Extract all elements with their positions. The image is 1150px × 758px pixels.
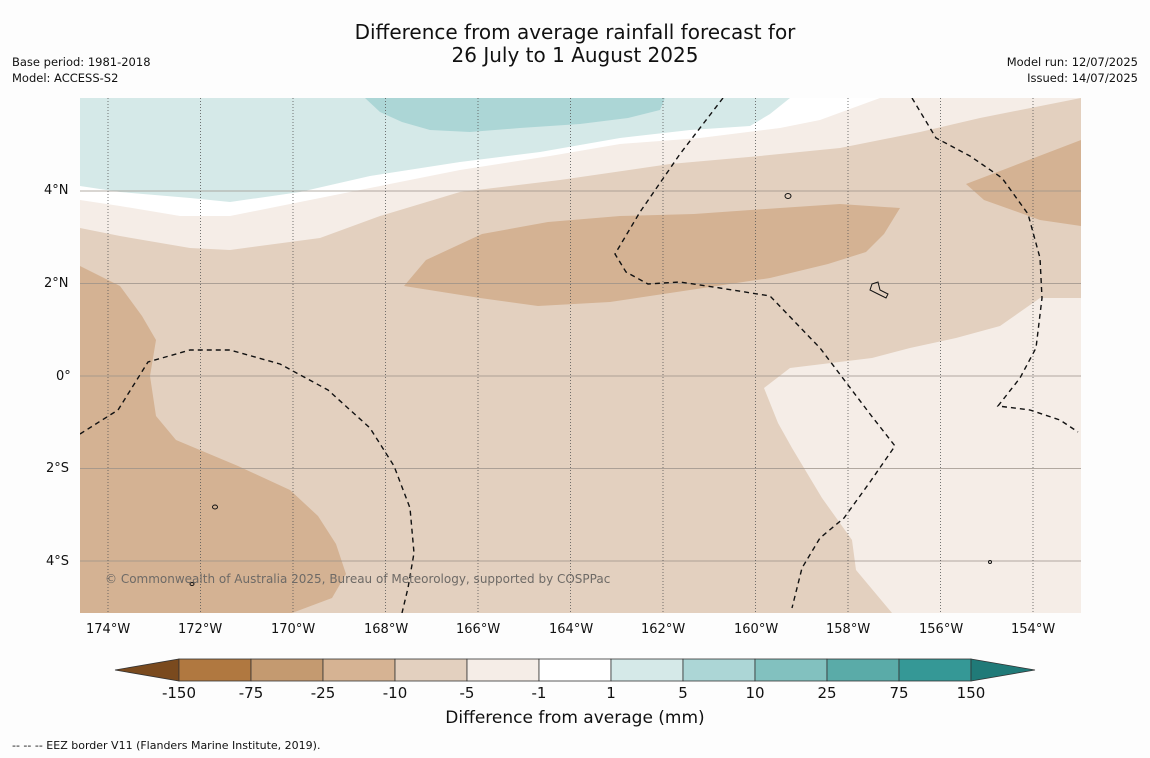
colorbar-tick-75: 75 [889,684,909,702]
colorbar-tick-minus150: -150 [161,684,197,702]
lon-label-166w: 166°W [456,622,501,637]
lon-label-160w: 160°W [734,622,779,637]
colorbar-segment [754,658,828,682]
colorbar-tick-10: 10 [745,684,765,702]
colorbar-extend-low [114,658,180,682]
lon-label-174w: 174°W [86,622,131,637]
lon-label-172w: 172°W [178,622,223,637]
map-title-line2: 26 July to 1 August 2025 [451,43,699,67]
colorbar-tick-minus5: -5 [459,684,475,702]
fill-minus25-ne [966,140,1081,226]
lon-label-162w: 162°W [641,622,686,637]
longitude-gridlines [107,98,1034,613]
colorbar-segment [538,658,612,682]
colorbar [114,658,1036,682]
colorbar-segment [394,658,468,682]
base-period-text: Base period: 1981-2018 [12,55,151,69]
colorbar-segment [178,658,252,682]
colorbar-segment [682,658,756,682]
colorbar-segment [250,658,324,682]
lat-label-2n: 2°N [44,276,69,291]
colorbar-tick-minus25: -25 [310,684,336,702]
lon-label-168w: 168°W [364,622,409,637]
fill-1-5-north [80,98,790,202]
lon-label-158w: 158°W [826,622,871,637]
fill-5-10-north [365,98,665,132]
colorbar-tick-minus1: -1 [531,684,547,702]
lon-label-156w: 156°W [919,622,964,637]
colorbar-segment [898,658,972,682]
island-outlines [189,193,992,586]
eez-footnote: -- -- -- EEZ border V11 (Flanders Marine… [12,739,321,752]
colorbar-segment [322,658,396,682]
colorbar-tick-1: 1 [606,684,616,702]
lon-label-154w: 154°W [1011,622,1056,637]
lon-label-164w: 164°W [549,622,594,637]
colorbar-extend-high [970,658,1036,682]
colorbar-segment [466,658,540,682]
meta-right: Model run: 12/07/2025 Issued: 14/07/2025 [1007,54,1138,86]
colorbar-tick-minus75: -75 [238,684,264,702]
lat-label-0: 0° [56,369,71,384]
colorbar-tick-minus10: -10 [382,684,408,702]
lat-label-4n: 4°N [44,183,69,198]
colorbar-title: Difference from average (mm) [445,708,705,728]
fill-minus25-sw [80,266,346,613]
meta-left: Base period: 1981-2018 Model: ACCESS-S2 [12,54,151,86]
colorbar-segment [610,658,684,682]
colorbar-tick-25: 25 [817,684,837,702]
copyright-text: © Commonwealth of Australia 2025, Bureau… [105,572,611,586]
rainfall-map [80,98,1081,613]
lon-label-170w: 170°W [271,622,316,637]
colorbar-tick-5: 5 [678,684,688,702]
colorbar-segment [826,658,900,682]
fill-minus25-central [404,204,900,306]
latitude-gridlines [80,190,1081,562]
issued-text: Issued: 14/07/2025 [1027,71,1138,85]
map-title-line1: Difference from average rainfall forecas… [354,20,796,44]
fill-minus5-se [764,298,1081,613]
lat-label-4s: 4°S [46,554,70,569]
eez-borders [80,98,1079,613]
model-run-text: Model run: 12/07/2025 [1006,55,1138,69]
colorbar-segments [114,658,1036,682]
model-text: Model: ACCESS-S2 [12,71,119,85]
lat-label-2s: 2°S [46,461,70,476]
colorbar-tick-150: 150 [956,684,986,702]
